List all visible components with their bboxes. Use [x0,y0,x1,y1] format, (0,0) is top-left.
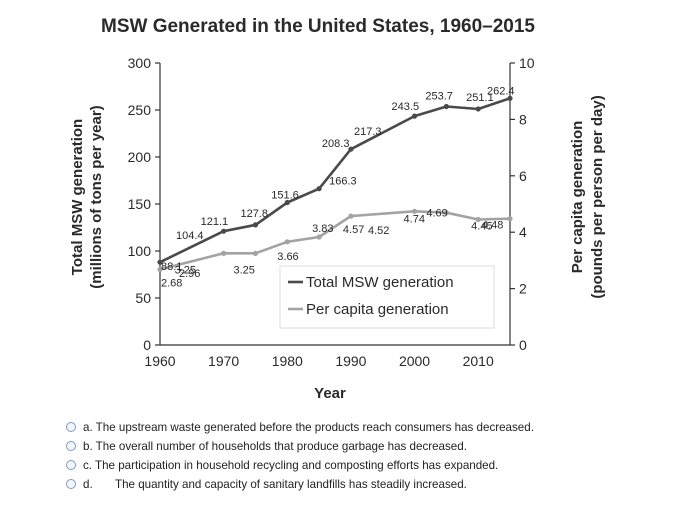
x-tick-label: 2010 [463,353,494,369]
y-left-tick-label: 300 [128,55,152,71]
data-point [284,199,290,206]
series-percap-label: 4.48 [482,220,503,232]
legend-box [279,265,495,329]
option-c[interactable]: c. The participation in household recycl… [66,456,686,475]
x-tick-label: 1990 [335,353,366,369]
y-left-tick-label: 0 [143,337,151,353]
x-tick-label: 1970 [208,353,239,369]
chart-figure: MSW Generated in the United States, 1960… [8,0,692,410]
legend-label-1: Per capita generation [306,301,449,318]
data-point [157,266,163,273]
y-left-tick-label: 50 [135,290,151,306]
series-total-label: 251.1 [466,92,494,104]
series-line-0 [159,97,511,264]
series-line-1 [159,210,511,271]
axes: 0 50 100 150 200 250 300 0 2 4 6 8 10 1960 1970 1980 199… [128,55,535,369]
data-point [475,216,481,223]
chart-title: MSW Generated in the United States, 1960… [101,16,535,37]
x-tick-label: 2000 [399,353,430,369]
data-point [284,239,290,245]
option-a-text: a. The upstream waste generated before t… [83,421,534,434]
y-left-tick-label: 150 [128,196,152,212]
series-percap-label: 4.74 [404,213,425,225]
series-percap-label: 4.45 [471,221,492,233]
radio-icon[interactable] [66,460,76,470]
option-d-letter: d. [83,478,93,491]
x-tick-label: 1980 [272,353,303,369]
right-axis-label-line1: Per capita generation [569,121,586,274]
y-left-tick-label: 250 [128,102,152,118]
data-point [316,186,322,192]
series-total-label: 217.3 [354,126,382,138]
y-right-tick-label: 6 [519,168,527,184]
option-d[interactable]: d. The quantity and capacity of sanitary… [66,475,686,494]
series-percap-label: 2.68 [161,277,182,289]
series-total-label: 262.4 [487,85,515,97]
data-point [507,95,513,101]
series-percap-label: 3.25 [175,264,196,276]
data-point [252,222,259,228]
data-point [411,113,418,119]
legend-label-0: Total MSW generation [306,274,454,291]
series-layer [157,95,513,273]
y-right-tick-label: 0 [519,337,527,353]
series-percap-label: 4.52 [368,225,389,237]
radio-icon[interactable] [66,479,76,489]
series-percap-label: 3.66 [277,251,298,263]
data-point [316,234,322,240]
y-left-tick-label: 200 [128,149,152,165]
series-percap-label: 3.83 [312,223,333,235]
series-total-label: 127.8 [240,208,268,220]
series-percap-label: 4.57 [343,224,364,236]
data-point [348,213,354,219]
x-axis-label: Year [314,385,346,402]
data-point [221,250,227,256]
option-b-text: b. The overall number of households that… [83,440,467,453]
chart-svg: MSW Generated in the United States, 1960… [69,16,606,402]
y-right-tick-label: 2 [519,281,527,297]
data-point [475,106,481,112]
left-axis-label: Total MSW generation (millions of tons pe… [69,105,105,288]
radio-icon[interactable] [66,441,76,451]
series-total-label: 151.6 [271,189,299,201]
option-a[interactable]: a. The upstream waste generated before t… [66,418,686,437]
series-total-label: 121.1 [201,216,229,228]
right-axis-label: Per capita generation (pounds per person … [569,95,606,298]
y-right-tick-label: 8 [519,111,527,127]
series-percap-label: 3.25 [233,264,254,276]
answer-options: a. The upstream waste generated before t… [66,418,686,494]
y-right-tick-label: 10 [519,55,535,71]
option-d-text: The quantity and capacity of sanitary la… [115,478,467,491]
option-c-text: c. The participation in household recycl… [83,459,499,472]
series-total-label: 253.7 [425,91,453,103]
series-total-label: 88.1 [161,261,182,273]
data-point [252,250,259,256]
series-percap-label: 2.96 [179,268,200,280]
series-total-label: 208.3 [322,138,350,150]
series-total-label: 243.5 [392,101,420,113]
option-b[interactable]: b. The overall number of households that… [66,437,686,456]
data-point [221,228,227,234]
radio-icon[interactable] [66,422,76,432]
right-axis-label-line2: (pounds per person per day) [589,95,606,298]
series-total-label: 104.4 [176,230,204,242]
data-point [443,103,449,110]
series-percap-label: 4.69 [426,208,447,220]
y-right-tick-label: 4 [519,224,527,240]
data-point [348,146,354,152]
left-axis-label-line2: (millions of tons per year) [88,105,105,288]
data-point [157,259,163,265]
data-point [507,216,513,222]
series-total-label: 166.3 [329,176,357,188]
data-point [411,208,418,214]
x-tick-label: 1960 [144,353,175,369]
legend: Total MSW generation Per capita generatio… [279,265,495,329]
y-left-tick-label: 100 [128,243,152,259]
left-axis-label-line1: Total MSW generation [69,119,86,275]
data-point [443,210,449,216]
